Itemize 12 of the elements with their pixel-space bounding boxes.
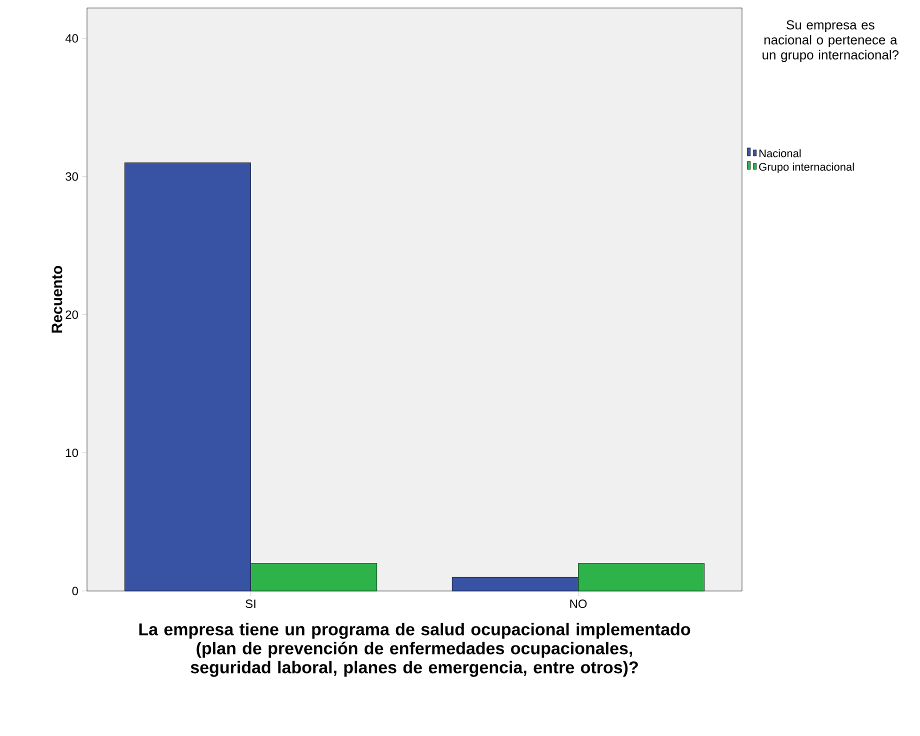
y-tick-label: 40 <box>65 34 78 43</box>
x-axis-title: La empresa tiene un programa de salud ocupacional implementado (plan de prevención de enfermedades ocupacionales, seguridad laboral, planes de emergencia, entre otros)? <box>139 622 690 677</box>
y-tick-label: 20 <box>66 310 78 319</box>
legend-title: Su empresa es nacional o pertenece a un grupo internacional? <box>762 20 899 62</box>
x-tick-label: NO <box>570 600 587 608</box>
y-tick-label: 30 <box>66 172 78 181</box>
y-axis-title: Recuento <box>52 266 62 333</box>
legend-label: Grupo internacional <box>759 162 854 173</box>
y-tick-label: 10 <box>66 448 78 458</box>
legend-label: Nacional <box>759 149 801 158</box>
x-tick-label: SI <box>246 600 256 608</box>
y-tick-label: 0 <box>72 586 78 596</box>
